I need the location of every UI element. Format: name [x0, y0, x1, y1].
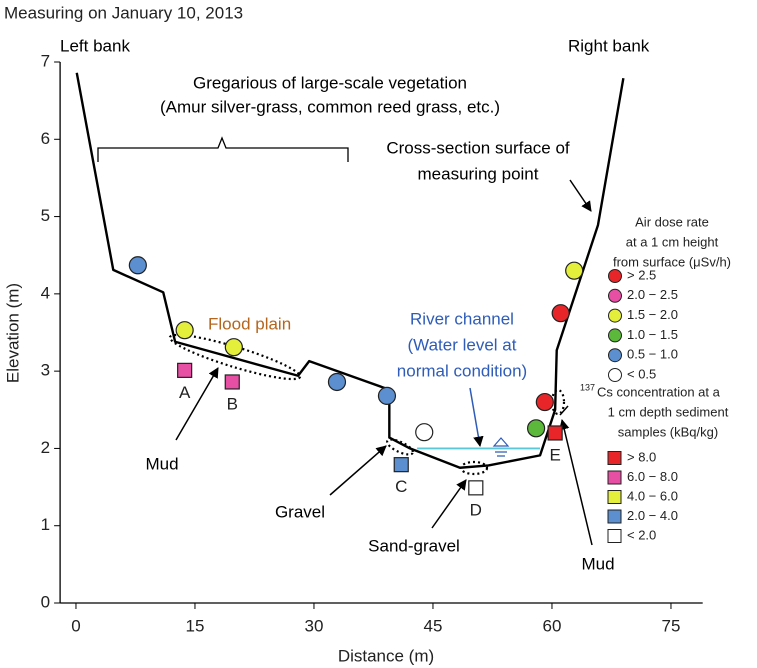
- legend-title: from surface (μSv/h): [613, 254, 731, 269]
- air-dose-point: [535, 392, 554, 412]
- legend-marker: [608, 348, 622, 363]
- x-tick-label: 60: [543, 616, 562, 635]
- annotation: Mud: [145, 454, 178, 473]
- x-tick-label: 45: [424, 616, 443, 635]
- y-tick-label: 1: [41, 515, 50, 534]
- annotation: River channel: [410, 309, 514, 328]
- legend-marker: [607, 529, 622, 543]
- sediment-sample: [547, 425, 563, 441]
- water-symbol: [492, 437, 510, 457]
- air-dose-point: [565, 261, 584, 280]
- x-tick-label: 15: [186, 616, 205, 635]
- legend-marker: [608, 269, 622, 283]
- legend-title: at a 1 cm height: [626, 234, 719, 249]
- annotation: Flood plain: [208, 314, 291, 333]
- y-tick-label: 3: [41, 361, 50, 380]
- legend-label: 2.0 − 4.0: [627, 508, 678, 523]
- sediment-sample: [177, 362, 193, 378]
- x-tick-label: 0: [71, 616, 80, 635]
- y-tick-label: 2: [41, 438, 50, 457]
- chart-title: Measuring on January 10, 2013: [4, 3, 243, 22]
- cross-section: [75, 72, 625, 469]
- sample-label: B: [227, 394, 238, 413]
- annotation: normal condition): [397, 361, 527, 380]
- legend-label: 4.0 − 6.0: [627, 488, 678, 503]
- legend-marker: [607, 470, 622, 485]
- legend-superscript: 137: [580, 382, 595, 392]
- arrows: [175, 179, 593, 546]
- legend-label: 6.0 − 8.0: [627, 469, 678, 484]
- annotation: Cross-section surface of: [386, 138, 570, 157]
- y-tick-label: 4: [41, 283, 50, 302]
- legend-marker: [608, 288, 622, 303]
- sample-label: A: [179, 383, 191, 402]
- sediment-sample: [224, 374, 240, 390]
- legend-label: 1.0 − 1.5: [627, 327, 678, 342]
- legend-label: 1.5 − 2.0: [627, 307, 678, 322]
- y-tick-label: 7: [41, 51, 50, 70]
- legend-title: samples (kBq/kg): [618, 424, 718, 439]
- legend-title: Cs concentration at a: [597, 384, 721, 399]
- annotation: measuring point: [418, 164, 539, 183]
- air-dose-point: [175, 321, 194, 340]
- annotation: Sand-gravel: [368, 536, 460, 555]
- legend-label: > 8.0: [627, 449, 656, 464]
- legend-marker: [607, 490, 622, 504]
- air-dose-point: [224, 338, 243, 357]
- annotation: Gregarious of large-scale vegetation: [193, 73, 467, 92]
- sample-label: C: [395, 477, 407, 496]
- y-tick-label: 6: [41, 129, 50, 148]
- legend-label: < 2.0: [627, 527, 656, 542]
- legend-marker: [607, 509, 622, 524]
- sample-label: E: [549, 445, 560, 464]
- sediment-sample: [393, 457, 409, 473]
- annotation: Gravel: [275, 502, 325, 521]
- y-axis-label: Elevation (m): [3, 283, 22, 383]
- air-dose-point: [128, 256, 147, 275]
- sample-label: D: [470, 500, 482, 519]
- legend-title: Air dose rate: [635, 214, 709, 229]
- air-dose-point: [526, 419, 546, 438]
- brace: [97, 136, 349, 162]
- y-tick-label: 0: [41, 592, 50, 611]
- y-tick-label: 5: [41, 206, 50, 225]
- legend-marker: [608, 368, 622, 382]
- x-tick-label: 75: [662, 616, 681, 635]
- legend-label: < 0.5: [627, 366, 656, 381]
- sediment-sample: [468, 480, 484, 496]
- legend-label: 2.0 − 2.5: [627, 287, 678, 302]
- legend-marker: [608, 328, 622, 343]
- x-axis-label: Distance (m): [338, 646, 434, 665]
- air-dose-point: [327, 372, 347, 392]
- legend-title: 1 cm depth sediment: [608, 404, 729, 419]
- annotation: (Amur silver-grass, common reed grass, e…: [160, 97, 500, 116]
- annotation: (Water level at: [408, 335, 517, 354]
- annotation: Left bank: [60, 36, 130, 55]
- legend-marker: [607, 451, 622, 465]
- annotation: Right bank: [568, 36, 650, 55]
- x-tick-label: 30: [305, 616, 324, 635]
- air-dose-point: [551, 304, 570, 323]
- air-dose-point: [377, 386, 397, 405]
- air-dose-point: [415, 423, 434, 442]
- legend-label: > 2.5: [627, 267, 656, 282]
- annotation: Mud: [581, 554, 614, 573]
- legend-marker: [608, 308, 622, 323]
- legend-label: 0.5 − 1.0: [627, 347, 678, 362]
